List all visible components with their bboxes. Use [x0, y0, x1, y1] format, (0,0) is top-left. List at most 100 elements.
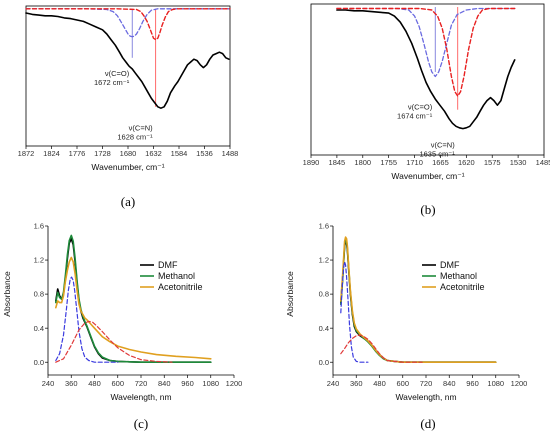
fit-component-line — [336, 7, 516, 78]
panel-a-spectrum: 1872 1824 1776 1728 1680 1632 1584 1536 1488 ν(C… — [18, 5, 239, 209]
y-tick-label: 1.2 — [34, 256, 44, 265]
methanol-line — [339, 238, 497, 364]
panel-b-x-axis-label: Wavenumber, cm⁻¹ — [391, 171, 464, 181]
acetonitrile-line — [339, 236, 497, 364]
x-tick-label: 240 — [42, 379, 55, 388]
c-o-stretch-label: ν(C=O) — [408, 103, 433, 112]
x-tick-label: 1488 — [222, 149, 239, 158]
panel-c-y-axis-label: Absorbance — [2, 271, 12, 317]
panel-a-annotations: ν(C=O)1672 cm⁻¹ ν(C=N)1628 cm⁻¹ — [94, 69, 153, 142]
panel-c-x-axis-label: Wavelength, nm — [110, 392, 171, 402]
panel-b-x-ticks: 1890 1845 1800 1755 1710 1665 1620 1575 1530 1485 — [303, 155, 550, 167]
panel-d-absorbance: 240 360 480 600 720 840 960 1080 1200 0.0 0.4 0.8 1… — [285, 222, 527, 431]
x-tick-label: 1530 — [510, 158, 527, 167]
x-tick-label: 1872 — [18, 149, 35, 158]
y-tick-label: 1.2 — [319, 256, 329, 265]
legend-entry: Acetonitrile — [158, 282, 203, 292]
panel-b-plot-frame — [310, 3, 545, 156]
panel-b-spectrum: 1890 1845 1800 1755 1710 1665 1620 1575 1530 1485… — [303, 3, 550, 217]
c-o-stretch-value: 1674 cm⁻¹ — [397, 112, 433, 121]
panel-a-x-ticks: 1872 1824 1776 1728 1680 1632 1584 1536 1488 — [18, 146, 239, 158]
x-tick-label: 1080 — [202, 379, 219, 388]
fit-component-line — [55, 276, 119, 363]
panel-a-plot-frame — [25, 5, 231, 147]
legend-entry: DMF — [158, 260, 178, 270]
legend-entry: Methanol — [158, 271, 195, 281]
x-tick-label: 960 — [466, 379, 479, 388]
y-tick-label: 0.8 — [319, 290, 329, 299]
panel-a-label: (a) — [121, 194, 135, 209]
dmf-line — [339, 240, 497, 364]
x-tick-label: 1080 — [487, 379, 504, 388]
x-tick-label: 720 — [135, 379, 148, 388]
panel-b-annotations: ν(C=O)1674 cm⁻¹ ν(C=N)1635 cm⁻¹ — [397, 103, 455, 159]
panel-d-x-ticks: 240 360 480 600 720 840 960 1080 1200 — [327, 375, 528, 388]
x-tick-label: 1584 — [171, 149, 188, 158]
x-tick-label: 600 — [396, 379, 409, 388]
fit-component-line — [336, 7, 516, 97]
x-tick-label: 1200 — [511, 379, 528, 388]
c-o-stretch-value: 1672 cm⁻¹ — [94, 78, 130, 87]
x-tick-label: 1824 — [43, 149, 60, 158]
x-tick-label: 1845 — [329, 158, 346, 167]
fit-component-line — [25, 8, 231, 38]
x-tick-label: 1536 — [196, 149, 213, 158]
panel-a-peak-lines — [131, 8, 157, 107]
x-tick-label: 1200 — [226, 379, 243, 388]
x-tick-label: 1665 — [432, 158, 449, 167]
x-tick-label: 1680 — [120, 149, 137, 158]
x-tick-label: 840 — [158, 379, 171, 388]
x-tick-label: 1620 — [458, 158, 475, 167]
panel-b-label: (b) — [420, 202, 435, 217]
x-tick-label: 360 — [65, 379, 78, 388]
panel-d-y-axis-label: Absorbance — [285, 271, 295, 317]
y-tick-label: 1.6 — [34, 222, 44, 231]
x-tick-label: 720 — [420, 379, 433, 388]
c-o-stretch-label: ν(C=O) — [105, 69, 130, 78]
x-tick-label: 240 — [327, 379, 340, 388]
y-tick-label: 1.6 — [319, 222, 329, 231]
x-tick-label: 1710 — [406, 158, 423, 167]
panel-c-label: (c) — [134, 416, 148, 431]
methanol-line — [54, 234, 212, 364]
x-tick-label: 1890 — [303, 158, 320, 167]
c-n-stretch-label: ν(C=N) — [431, 140, 455, 149]
c-n-stretch-value: 1635 cm⁻¹ — [419, 149, 455, 158]
acetonitrile-line — [54, 256, 212, 360]
panel-a-series — [25, 8, 231, 109]
y-tick-label: 0.8 — [34, 290, 44, 299]
panel-c-axes — [47, 226, 234, 376]
x-tick-label: 840 — [443, 379, 456, 388]
y-tick-label: 0.4 — [34, 324, 44, 333]
spectrum-line — [336, 9, 516, 130]
panel-d-series — [339, 236, 497, 364]
spectrum-line — [25, 12, 230, 109]
c-n-stretch-label: ν(C=N) — [129, 124, 153, 133]
x-tick-label: 1728 — [94, 149, 111, 158]
c-n-stretch-value: 1628 cm⁻¹ — [117, 133, 153, 142]
panel-c-absorbance: 240 360 480 600 720 840 960 1080 1200 0.0 0.4 0.8 1… — [2, 222, 242, 431]
legend-entry: DMF — [440, 260, 460, 270]
fit-component-line — [340, 334, 423, 363]
panel-b-peak-lines — [434, 7, 459, 110]
panel-d-axes — [332, 226, 519, 376]
panel-d-y-ticks: 0.0 0.4 0.8 1.2 1.6 — [319, 222, 333, 367]
x-tick-label: 480 — [88, 379, 101, 388]
panel-c-series — [54, 234, 212, 364]
legend-entry: Methanol — [440, 271, 477, 281]
y-tick-label: 0.0 — [34, 358, 44, 367]
x-tick-label: 480 — [373, 379, 386, 388]
panel-c-y-ticks: 0.0 0.4 0.8 1.2 1.6 — [34, 222, 48, 367]
x-tick-label: 600 — [111, 379, 124, 388]
legend-entry: Acetonitrile — [440, 282, 485, 292]
x-tick-label: 1485 — [536, 158, 550, 167]
panel-c-x-ticks: 240 360 480 600 720 840 960 1080 1200 — [42, 375, 243, 388]
panel-d-x-axis-label: Wavelength, nm — [395, 392, 456, 402]
x-tick-label: 1800 — [354, 158, 371, 167]
fit-component-line — [340, 261, 369, 363]
fit-component-line — [25, 8, 231, 41]
x-tick-label: 1755 — [380, 158, 397, 167]
